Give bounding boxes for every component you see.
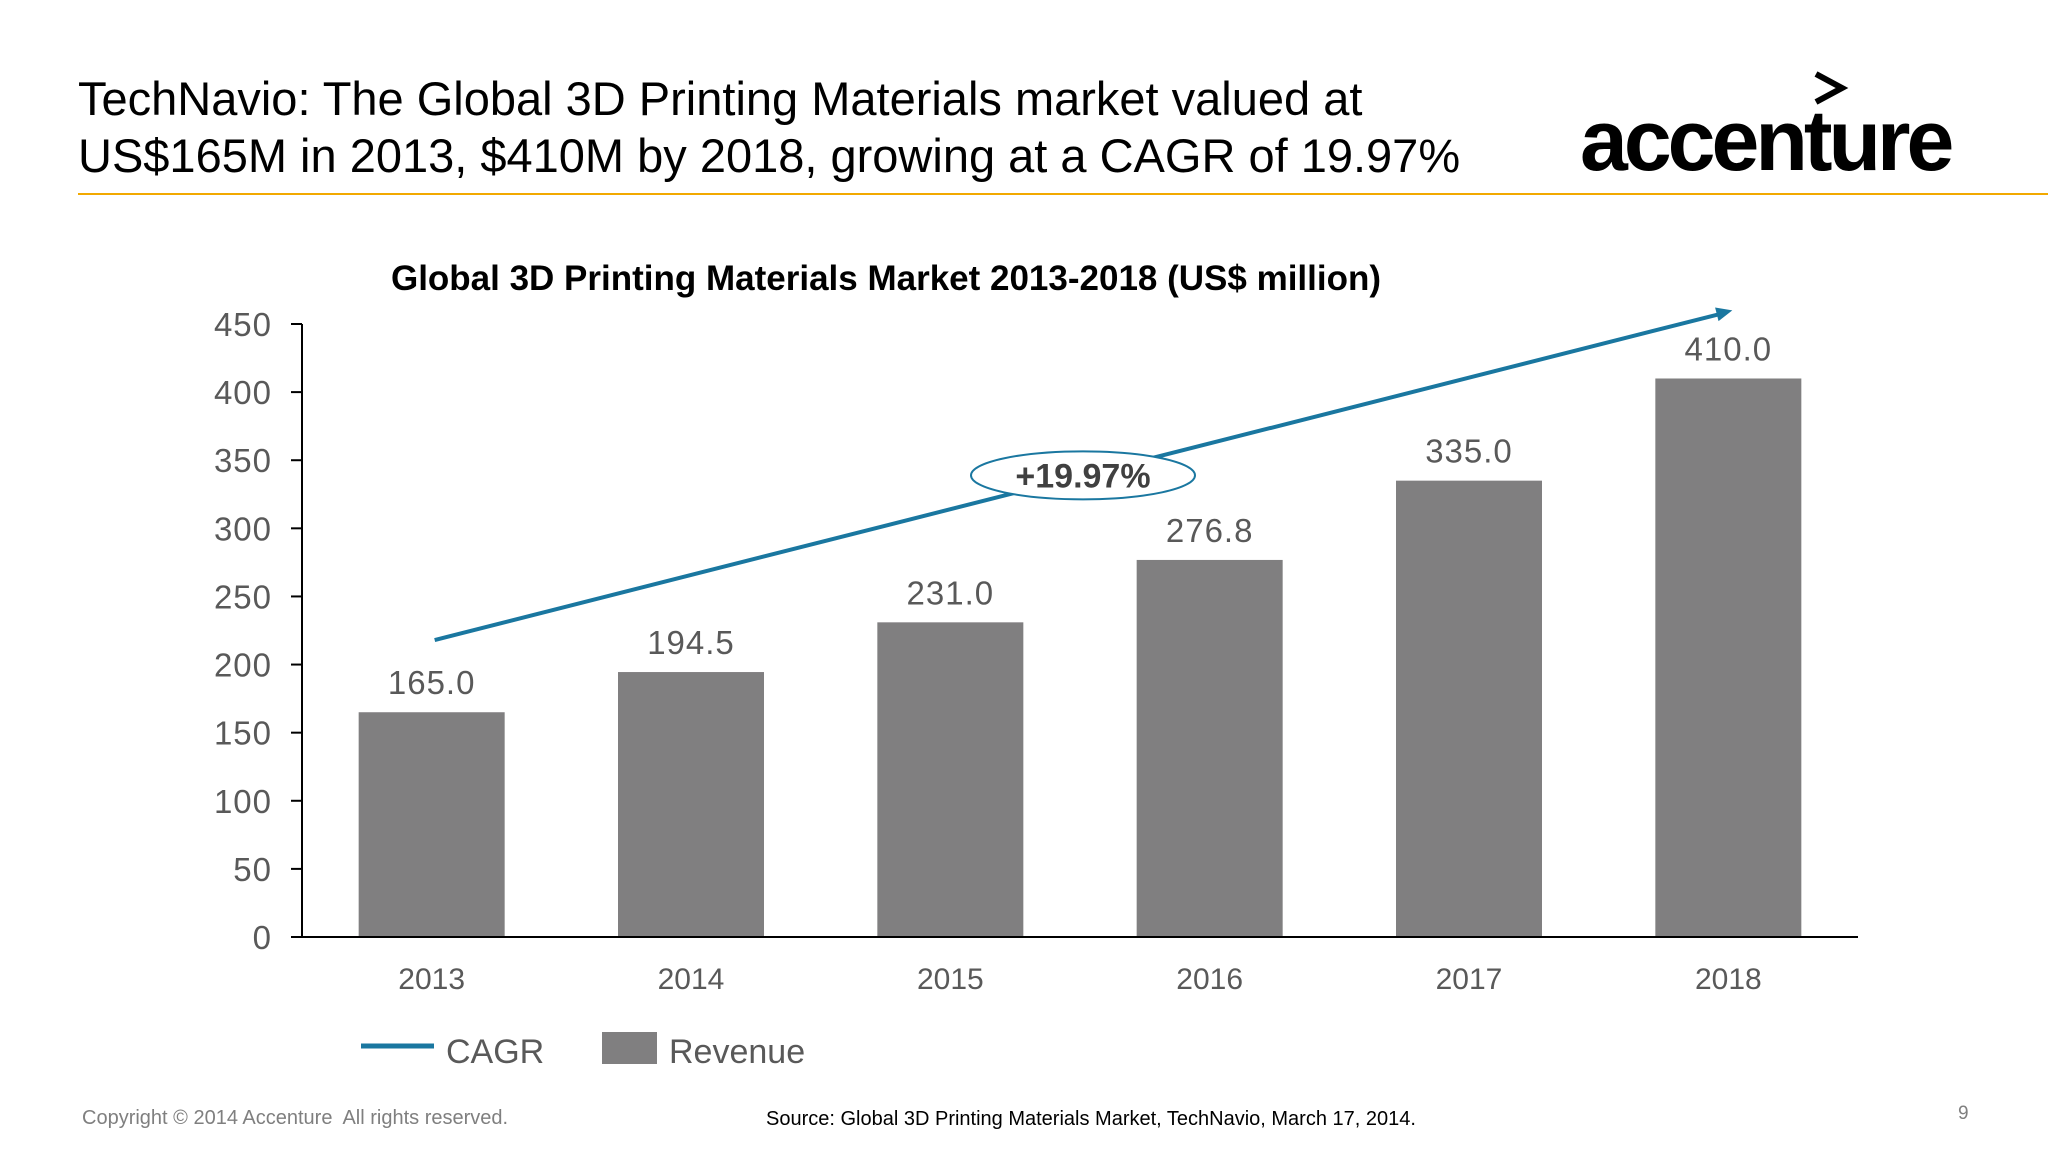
bar-series [358,378,1802,937]
cagr-callout-label: +19.97% [1015,457,1150,495]
y-tick-label: 200 [214,647,272,684]
y-tick-label: 100 [214,783,272,820]
bar-2018 [1655,378,1802,937]
logo-wordmark: accenture [1580,93,1954,189]
title-divider [78,193,2048,195]
chart-title: Global 3D Printing Materials Market 2013… [391,259,1381,298]
data-label: 194.5 [647,624,735,661]
data-label: 231.0 [907,574,995,611]
bar-2016 [1136,559,1283,937]
y-tick-label: 250 [214,578,272,615]
copyright-notice: Copyright © 2014 Accenture All rights re… [82,1107,509,1129]
data-label: 335.0 [1425,433,1513,470]
data-label: 165.0 [388,664,476,701]
data-label: 410.0 [1685,330,1773,367]
slide-title: TechNavio: The Global 3D Printing Materi… [78,70,1558,184]
slide-title-line-2: US$165M in 2013, $410M by 2018, growing … [78,129,1461,182]
slide-title-line-1: TechNavio: The Global 3D Printing Materi… [78,72,1363,125]
legend-swatch-revenue [602,1032,657,1064]
page-number: 9 [1958,1103,1969,1124]
y-tick-label: 350 [214,442,272,479]
bar-2013 [358,712,505,937]
y-tick-label: 0 [253,919,272,956]
legend-label-revenue: Revenue [669,1033,805,1071]
bar-2015 [877,622,1024,937]
data-label: 276.8 [1166,512,1254,549]
bar-chart: Global 3D Printing Materials Market 2013… [214,259,1858,1071]
bar-2017 [1396,480,1542,937]
x-tick-label: 2014 [658,963,725,996]
x-tick-label: 2015 [917,963,984,996]
x-tick-label: 2017 [1436,963,1503,996]
accenture-logo: accenture [1580,70,1954,184]
y-tick-label: 300 [214,510,272,547]
cagr-callout-ellipse [970,450,1196,501]
x-tick-label: 2013 [398,963,465,996]
x-tick-label: 2016 [1176,963,1243,996]
y-tick-label: 400 [214,374,272,411]
source-citation: Source: Global 3D Printing Materials Mar… [766,1108,1416,1130]
legend-label-cagr: CAGR [446,1033,544,1071]
greater-than-logo-mark-icon [1814,71,1849,105]
cagr-arrowhead-icon [1715,307,1733,322]
y-tick-label: 50 [233,851,272,888]
data-labels: 165.0 194.5 231.0 276.8 335.0 410.0 [388,330,1773,701]
y-tick-label: 150 [214,715,272,752]
cagr-trend: +19.97% [434,307,1733,642]
x-axis: 2013 2014 2015 2016 2017 2018 [398,963,1761,996]
chart-legend: CAGR Revenue [361,1032,805,1071]
x-tick-label: 2018 [1695,963,1762,996]
y-tick-label: 450 [214,306,272,343]
y-axis: 0 50 100 150 200 250 300 350 400 450 [214,306,302,956]
axis-lines [291,324,1858,938]
bar-2014 [618,672,764,937]
